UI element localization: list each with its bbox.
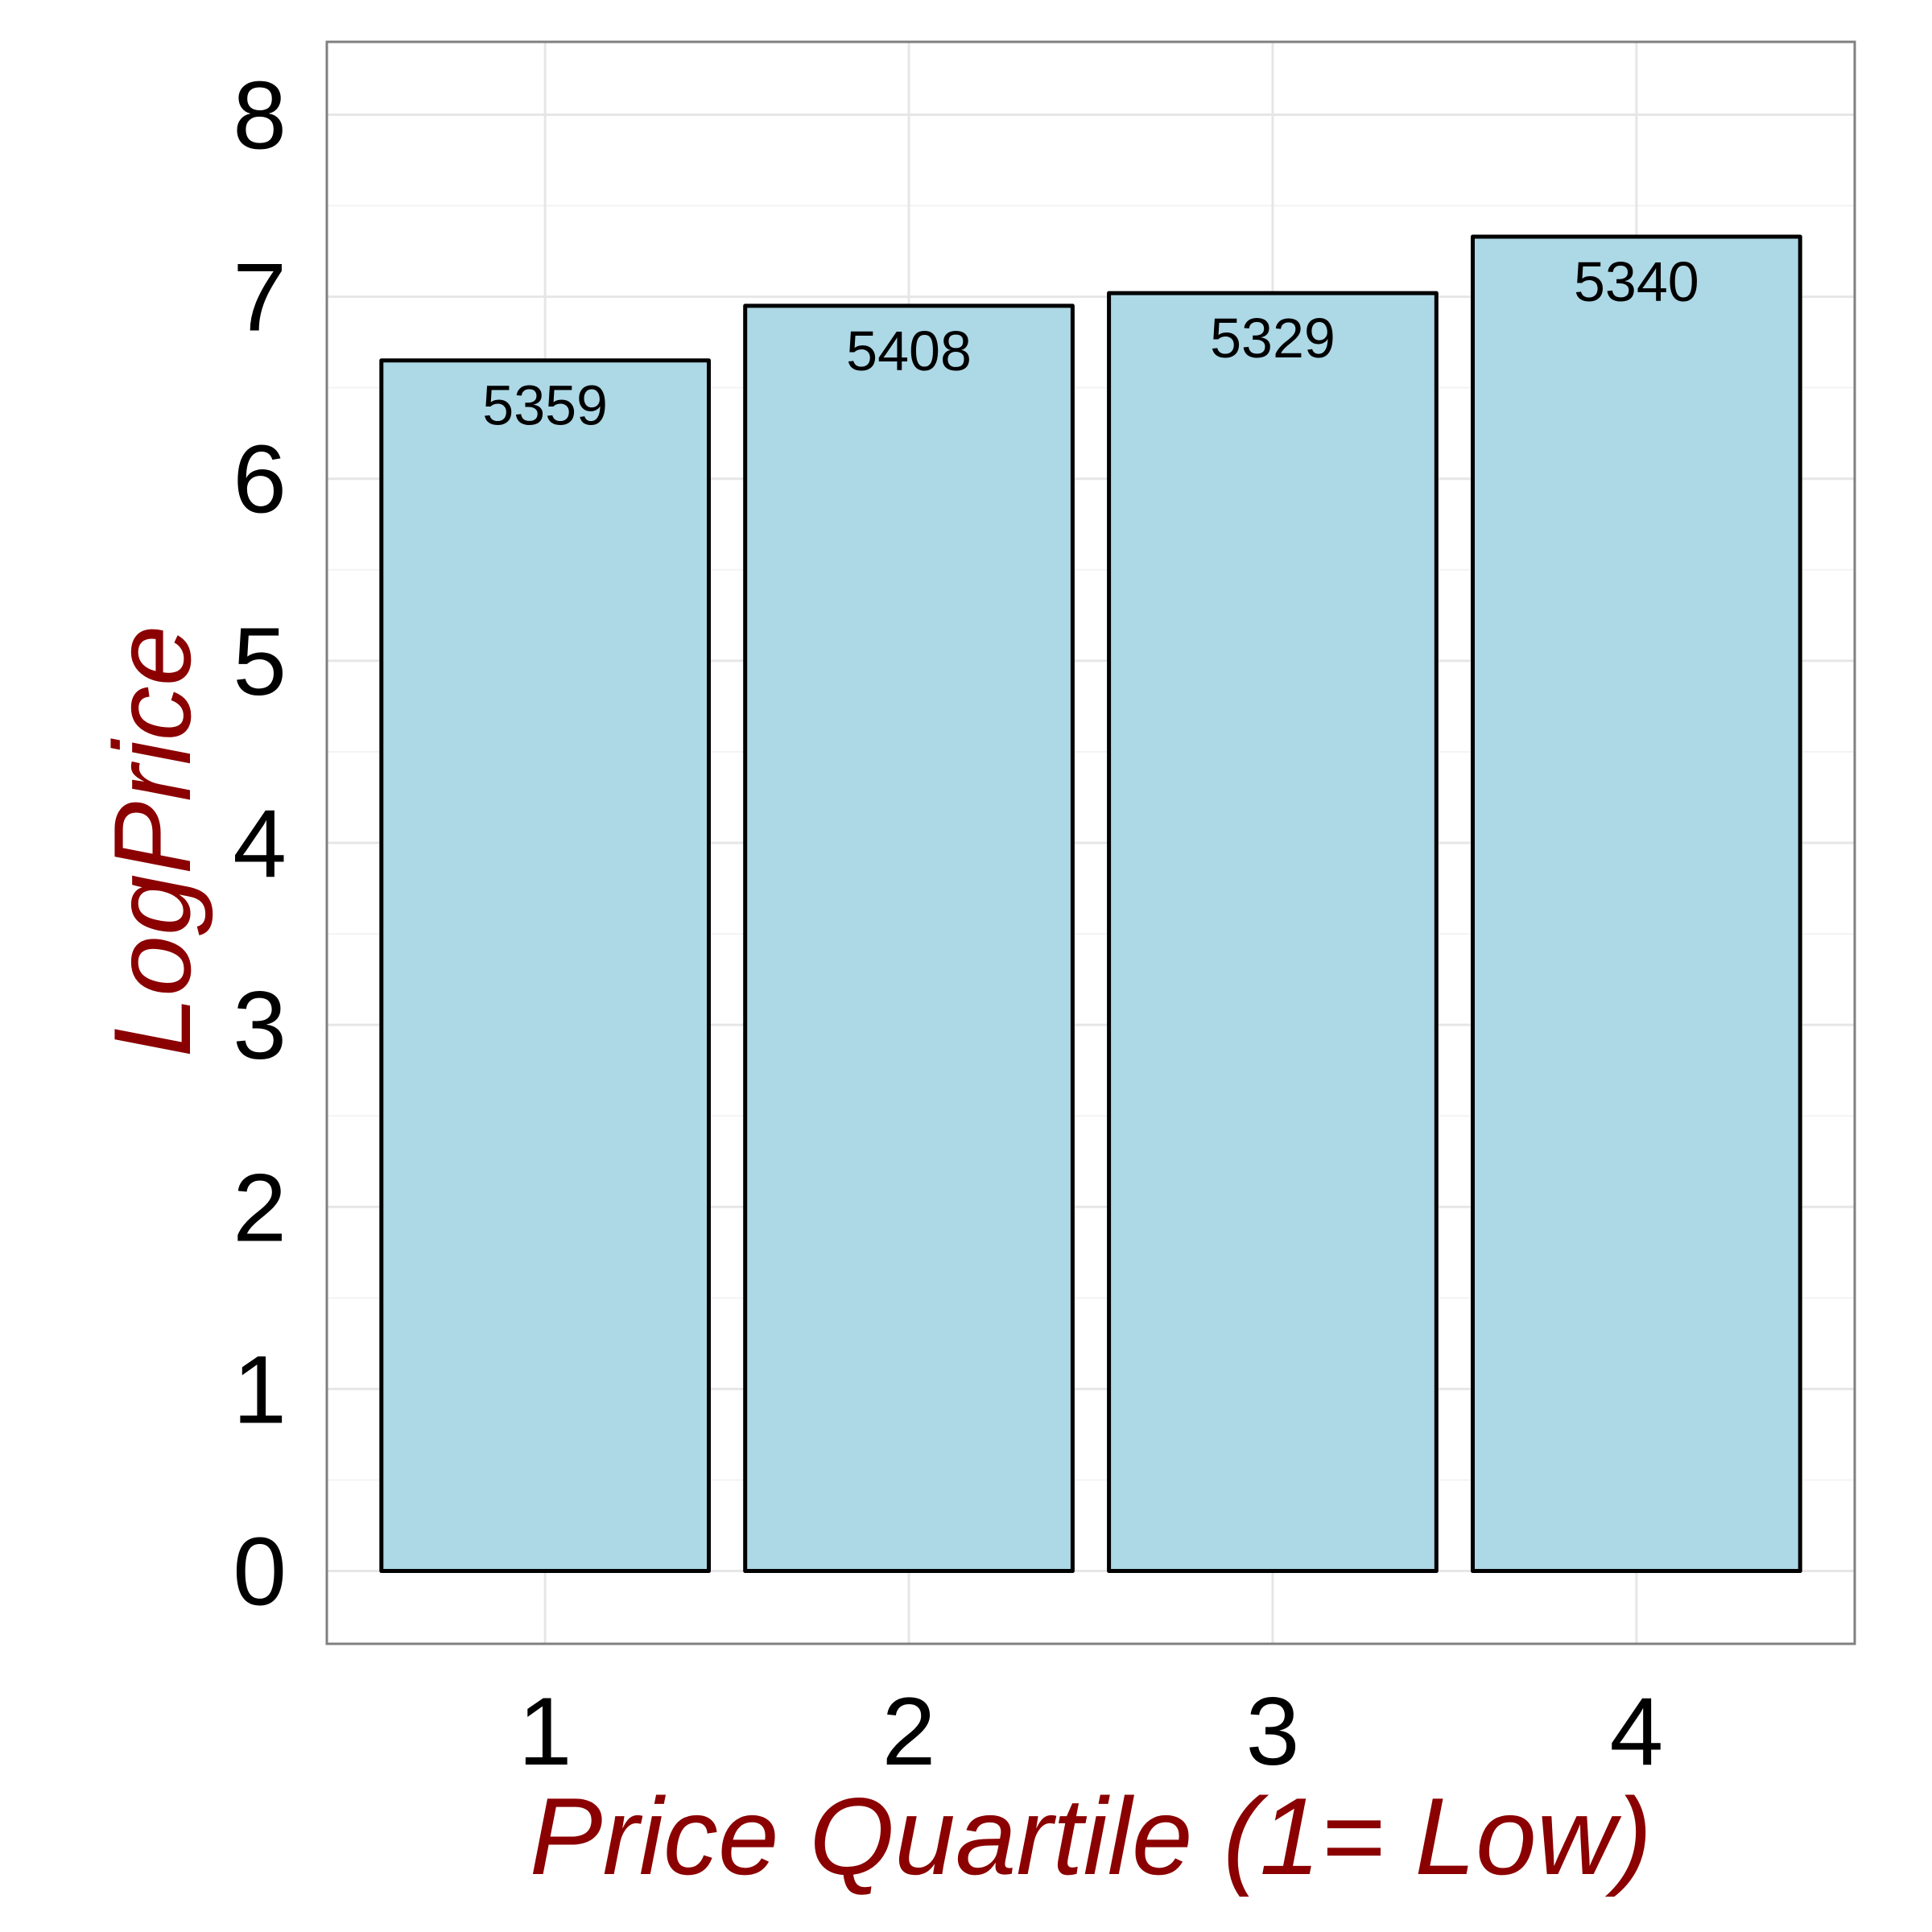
x-axis-title: Price Quartile (1= Low) <box>530 1775 1653 1897</box>
x-tick-label: 3 <box>1246 1678 1300 1785</box>
y-tick-label: 2 <box>233 1154 287 1261</box>
x-tick-label: 2 <box>882 1678 936 1785</box>
y-axis-title: LogPrice <box>91 625 213 1058</box>
bar-1 <box>379 358 711 1574</box>
bar-3 <box>1107 291 1439 1574</box>
bar-count-labels: 5359 5408 5329 5340 <box>482 250 1699 437</box>
y-tick-label: 5 <box>233 608 287 716</box>
panel-border <box>325 40 1856 1645</box>
bar-label-4: 5340 <box>1574 250 1699 313</box>
bar-label-2: 5408 <box>846 320 972 382</box>
y-tick-label: 1 <box>233 1335 287 1443</box>
y-tick-label: 8 <box>233 61 287 169</box>
x-axis-ticks: 1 2 3 4 <box>518 1678 1663 1785</box>
y-tick-label: 4 <box>233 790 287 898</box>
y-axis-ticks: 0 1 2 3 4 5 6 7 8 <box>233 61 287 1625</box>
bar-4 <box>1471 234 1802 1574</box>
bar-label-1: 5359 <box>482 374 608 437</box>
x-tick-label: 1 <box>518 1678 572 1785</box>
bar-label-3: 5329 <box>1210 307 1335 369</box>
y-tick-label: 3 <box>233 972 287 1080</box>
bar-2 <box>743 303 1075 1574</box>
y-tick-label: 0 <box>233 1518 287 1626</box>
y-tick-label: 7 <box>233 244 287 352</box>
bars <box>379 234 1802 1574</box>
x-tick-label: 4 <box>1609 1678 1663 1785</box>
y-tick-label: 6 <box>233 426 287 534</box>
